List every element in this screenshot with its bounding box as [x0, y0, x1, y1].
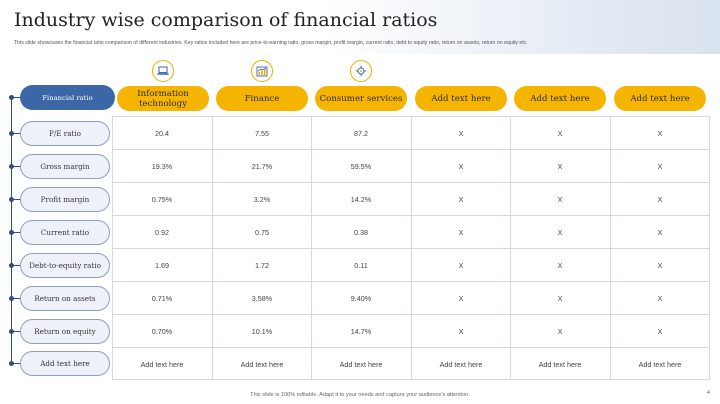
row-divider — [112, 248, 710, 249]
table-cell: X — [657, 227, 663, 237]
row-divider — [112, 314, 710, 315]
laptop-icon — [152, 60, 174, 82]
column-header: Add text here — [514, 86, 606, 111]
table-cell: 0.70% — [151, 326, 173, 336]
table-cell: X — [557, 128, 563, 138]
row-label: Return on assets — [20, 286, 110, 311]
timeline-tick — [13, 265, 21, 266]
table-cell: X — [458, 293, 464, 303]
table-cell: X — [557, 227, 563, 237]
timeline-dot — [9, 329, 14, 334]
table-cell: Add text here — [339, 359, 383, 369]
row-divider — [112, 347, 710, 348]
table-cell: X — [557, 161, 563, 171]
table-cell: 20.4 — [155, 128, 169, 138]
table-cell: X — [557, 194, 563, 204]
table-cell: 9.40% — [350, 293, 372, 303]
table-cell: Add text here — [240, 359, 284, 369]
table-cell: 0.11 — [354, 260, 368, 270]
table-cell: 7.55 — [255, 128, 269, 138]
table-cell: 3.58% — [251, 293, 273, 303]
table-cell: 3.2% — [253, 194, 271, 204]
table-cell: X — [458, 227, 464, 237]
table-cell: 0.75% — [151, 194, 173, 204]
timeline-dot — [9, 361, 14, 366]
table-cell: X — [458, 161, 464, 171]
timeline-dot — [9, 230, 14, 235]
table-cell: Add text here — [538, 359, 582, 369]
chart-growth-icon — [251, 60, 273, 82]
table-cell: 14.7% — [350, 326, 372, 336]
slide-footer: This slide is 100% editable. Adapt it to… — [250, 392, 470, 398]
table-cell: 0.92 — [155, 227, 169, 237]
row-label: Add text here — [20, 351, 110, 376]
table-cell: X — [657, 161, 663, 171]
timeline-tick — [13, 97, 21, 98]
column-header: Add text here — [614, 86, 706, 111]
table-cell: X — [458, 128, 464, 138]
table-cell: Add text here — [439, 359, 483, 369]
table-cell: X — [458, 260, 464, 270]
table-cell: 21.7% — [251, 161, 273, 171]
timeline-dot — [9, 164, 14, 169]
timeline-dot — [9, 296, 14, 301]
table-cell: X — [557, 293, 563, 303]
slide-title: Industry wise comparison of financial ra… — [14, 9, 438, 31]
row-divider — [112, 281, 710, 282]
row-label: P/E ratio — [20, 121, 110, 146]
row-divider — [112, 149, 710, 150]
row-divider — [112, 182, 710, 183]
table-cell: 1.69 — [155, 260, 169, 270]
table-cell: Add text here — [140, 359, 184, 369]
row-label: Debt-to-equity ratio — [20, 253, 110, 278]
table-cell: 14.2% — [350, 194, 372, 204]
timeline-dot — [9, 197, 14, 202]
slide-subtitle: This slide showcases the financial ratio… — [14, 40, 528, 46]
table-cell: 0.71% — [151, 293, 173, 303]
corner-header-financial-ratio: Financial ratio — [20, 85, 115, 110]
timeline-dot — [9, 95, 14, 100]
column-header: Information technology — [117, 86, 209, 111]
table-cell: Add text here — [638, 359, 682, 369]
timeline-tick — [13, 331, 21, 332]
row-label: Gross margin — [20, 154, 110, 179]
table-cell: 19.3% — [151, 161, 173, 171]
timeline-tick — [13, 363, 21, 364]
table-cell: X — [657, 194, 663, 204]
row-label: Current ratio — [20, 220, 110, 245]
table-cell: X — [557, 260, 563, 270]
timeline-tick — [13, 298, 21, 299]
table-cell: 0.38 — [354, 227, 368, 237]
row-label: Profit margin — [20, 187, 110, 212]
table-cell: 1.72 — [255, 260, 269, 270]
table-cell: X — [657, 128, 663, 138]
table-cell: 87.2 — [354, 128, 368, 138]
timeline-tick — [13, 166, 21, 167]
column-header: Finance — [216, 86, 308, 111]
timeline-tick — [13, 199, 21, 200]
column-header: Add text here — [415, 86, 507, 111]
table-cell: X — [657, 326, 663, 336]
table-cell: X — [657, 260, 663, 270]
timeline-tick — [13, 232, 21, 233]
table-cell: X — [458, 194, 464, 204]
table-cell: X — [657, 293, 663, 303]
header-band — [0, 0, 720, 54]
table-cell: 0.75 — [255, 227, 269, 237]
table-cell: 10.1% — [251, 326, 273, 336]
service-gear-icon — [350, 60, 372, 82]
row-divider — [112, 215, 710, 216]
table-cell: X — [557, 326, 563, 336]
table-cell: 59.5% — [350, 161, 372, 171]
table-cell: X — [458, 326, 464, 336]
column-header: Consumer services — [315, 86, 407, 111]
timeline-tick — [13, 133, 21, 134]
timeline-dot — [9, 131, 14, 136]
timeline-dot — [9, 263, 14, 268]
page-number: 4 — [706, 390, 710, 396]
row-label: Return on equity — [20, 319, 110, 344]
